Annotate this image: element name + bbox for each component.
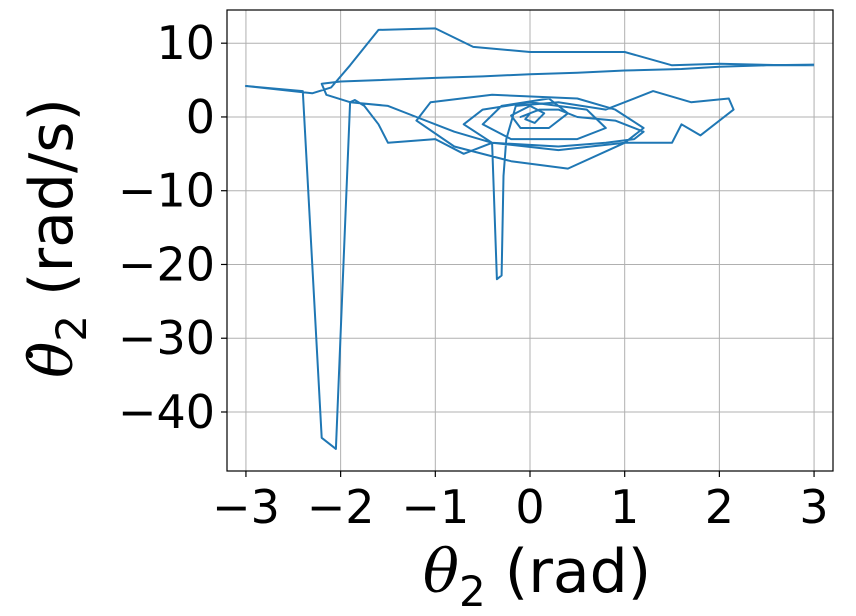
x-tick-label: −2 (307, 480, 375, 534)
x-tick-label: −3 (212, 480, 280, 534)
x-tick-label: 1 (610, 480, 639, 534)
grid-lines (227, 10, 833, 471)
y-tick-label: −10 (118, 164, 215, 218)
y-tick-label: −20 (118, 237, 215, 291)
y-tick-label: −40 (118, 385, 215, 439)
y-tick-label: 0 (186, 90, 215, 144)
series-line (244, 27, 815, 450)
series-line-group (244, 27, 815, 450)
x-tick-label: 0 (515, 480, 544, 534)
y-tick-label: 10 (156, 16, 215, 70)
x-tick-label: 3 (799, 480, 828, 534)
x-tick-label: −1 (401, 480, 469, 534)
x-axis-label: θ2 (rad) (423, 537, 651, 616)
y-axis-label: θ̇2 (rad/s) (17, 98, 96, 378)
y-tick-label: −30 (118, 311, 215, 365)
x-tick-label: 2 (705, 480, 734, 534)
